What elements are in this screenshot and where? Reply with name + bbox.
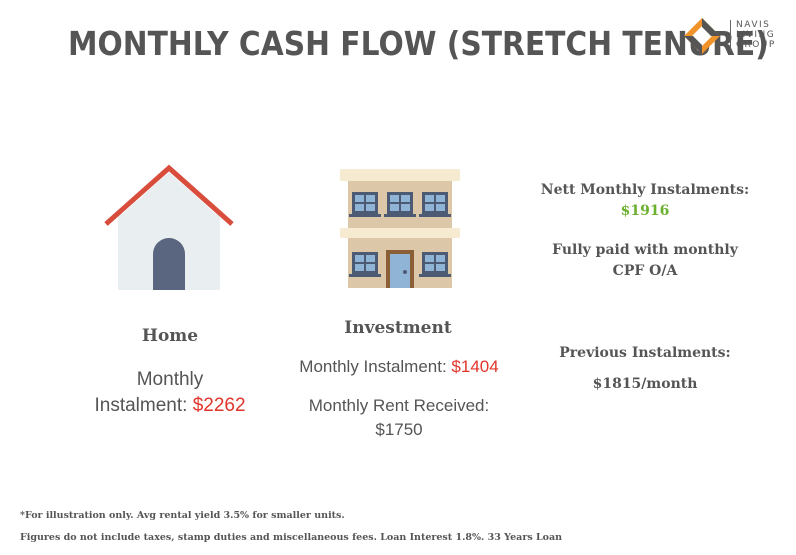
home-instalment-label-line2: Instalment: [94, 395, 193, 416]
cpf-note-line2: CPF O/A [612, 263, 678, 279]
investment-instalment-label: Monthly Instalment: [299, 357, 452, 376]
home-instalment: Monthly Instalment: $2262 [70, 367, 270, 419]
cpf-note-line1: Fully paid with monthly [552, 242, 738, 258]
home-instalment-line2: Instalment: $2262 [70, 393, 270, 419]
investment-instalment: Monthly Instalment: $1404 [270, 355, 528, 379]
logo-line-1: NAVIS [736, 20, 771, 30]
apartment-building-icon [340, 169, 460, 288]
house-icon [104, 164, 234, 290]
home-instalment-label-line1: Monthly [136, 369, 204, 390]
nett-instalments-label: Nett Monthly Instalments: [540, 182, 750, 198]
logo-line-2: LIVING [736, 30, 776, 40]
investment-rent-amount: $1750 [375, 420, 423, 439]
page-title: MONTHLY CASH FLOW (STRETCH TENURE) [68, 24, 769, 63]
investment-rent-label: Monthly Rent Received: [308, 396, 490, 415]
home-heading: Home [141, 326, 199, 346]
previous-instalments-label: Previous Instalments: [559, 345, 731, 361]
logo-line-3: GROUP [736, 40, 776, 50]
footnote-line-1: *For illustration only. Avg rental yield… [20, 510, 345, 521]
previous-instalments-amount: $1815/month [592, 376, 698, 392]
investment-instalment-amount: $1404 [451, 357, 499, 376]
logo-text: NAVIS LIVING GROUP [730, 20, 776, 50]
nett-instalments: Nett Monthly Instalments: $1916 [540, 180, 750, 222]
nett-instalments-amount: $1916 [620, 203, 670, 219]
footnote-line-2: Figures do not include taxes, stamp duti… [20, 532, 563, 543]
investment-rent: Monthly Rent Received: $1750 [270, 394, 528, 442]
cpf-note: Fully paid with monthly CPF O/A [540, 240, 750, 282]
navis-logo: NAVIS LIVING GROUP [680, 16, 790, 58]
investment-heading: Investment [344, 318, 452, 338]
home-instalment-amount: $2262 [192, 395, 246, 416]
navis-logo-mark-icon [684, 18, 720, 54]
